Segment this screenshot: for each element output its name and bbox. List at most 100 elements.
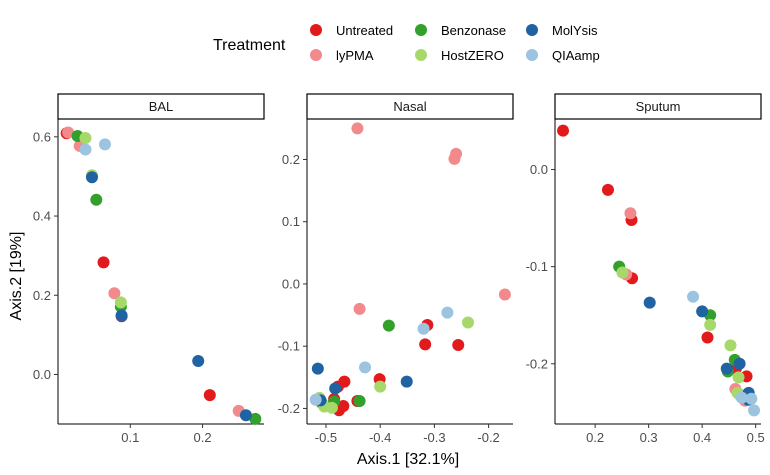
data-point [98,138,111,151]
strip-bal [57,93,265,120]
data-point [498,288,511,301]
data-point [452,338,465,351]
x-tick-label-nasal: -0.5 [315,430,337,445]
data-point [724,339,737,352]
y-tick-label-nasal: -0.2 [278,401,300,416]
x-tick-label-sputum: 0.5 [747,430,765,445]
legend-key-molysis [526,24,538,36]
legend-label-qiaamp: QIAamp [552,48,600,63]
data-point [359,361,372,374]
x-axis-title: Axis.1 [32.1%] [357,451,459,468]
series-sputum-untreated [557,124,753,383]
data-point [441,306,454,319]
y-tick-label-bal: 0.6 [33,129,51,144]
strip-label-bal: BAL [149,99,174,114]
data-point [704,318,717,331]
strip-sputum [554,93,762,120]
legend-title: Treatment [213,37,286,54]
data-point [108,287,121,300]
data-point [62,126,75,139]
facet-panels: BAL 0.0 0.2 0.4 0.6 0.1 0.2 Nasal -0.2 -0.1 0.0 0.1… [33,93,765,445]
x-tick-label-sputum: 0.4 [693,430,711,445]
strip-nasal [306,93,514,120]
series-bal-qiaamp [79,138,111,156]
data-point [203,389,216,402]
y-tick-label-sputum: 0.0 [530,162,548,177]
legend-key-lypma [310,49,322,61]
x-tick-label-nasal: -0.4 [369,430,391,445]
strip-label-nasal: Nasal [393,99,426,114]
data-point [616,266,629,279]
data-point [353,302,366,315]
data-point [311,362,324,375]
data-point [419,338,432,351]
data-point [720,362,733,375]
data-point [696,305,709,318]
data-point [351,122,364,135]
x-tick-label-nasal: -0.2 [477,430,499,445]
y-tick-label-nasal: 0.1 [282,214,300,229]
data-point [701,331,714,344]
data-point [239,409,252,422]
series-sputum-hostzero [616,266,745,399]
data-point [85,171,98,184]
series-nasal-qiaamp [309,306,454,406]
y-tick-label-bal: 0.4 [33,209,51,224]
legend-key-qiaamp [526,49,538,61]
data-point [400,375,413,388]
data-point [309,393,322,406]
strip-label-sputum: Sputum [636,99,681,114]
data-point [417,322,430,335]
x-tick-label-bal: 0.2 [194,430,212,445]
y-axis-title: Axis.2 [19%] [8,232,25,321]
x-tick-label-nasal: -0.3 [423,430,445,445]
facet-sputum: Sputum -0.2 -0.1 0.0 0.2 0.3 0.4 0.5 [526,93,765,445]
data-point [745,392,758,405]
x-tick-label-sputum: 0.3 [640,430,658,445]
data-point [601,183,614,196]
data-point [249,412,262,425]
data-point [90,193,103,206]
series-bal-molysis [85,171,252,422]
series-sputum-molysis [643,296,755,406]
series-sputum-lypma [620,207,751,407]
legend-label-molysis: MolYsis [552,23,598,38]
y-tick-label-sputum: -0.2 [526,356,548,371]
legend-key-hostzero [415,49,427,61]
data-point [79,143,92,156]
y-tick-label-nasal: -0.1 [278,339,300,354]
data-point [382,319,395,332]
series-bal-hostzero [79,132,127,309]
data-point [748,404,761,417]
legend-key-benzonase [415,24,427,36]
series-nasal-untreated [328,319,465,417]
x-tick-label-bal: 0.1 [121,430,139,445]
data-point [353,394,366,407]
x-tick-label-sputum: 0.2 [586,430,604,445]
data-point [114,296,127,309]
legend-label-lypma: lyPMA [336,48,374,63]
data-point [97,256,110,269]
y-tick-label-nasal: 0.0 [282,276,300,291]
data-point [374,380,387,393]
data-point [79,132,92,145]
facet-bal: BAL 0.0 0.2 0.4 0.6 0.1 0.2 [33,93,265,445]
data-point [643,296,656,309]
data-point [115,309,128,322]
data-point [329,382,342,395]
legend-label-benzonase: Benzonase [441,23,506,38]
data-point [733,357,746,370]
data-point [732,371,745,384]
y-tick-label-bal: 0.0 [33,367,51,382]
series-nasal-lypma [351,122,511,315]
legend: Treatment Untreated lyPMA Benzonase HostZER… [213,23,600,63]
facet-nasal: Nasal -0.2 -0.1 0.0 0.1 0.2 -0.5 -0.4 -0.3 -0.2 [278,93,514,445]
series-sputum-qiaamp [687,290,761,417]
legend-key-untreated [310,24,322,36]
legend-label-untreated: Untreated [336,23,393,38]
data-point [624,207,637,220]
data-point [687,290,700,303]
y-tick-label-bal: 0.2 [33,288,51,303]
legend-label-hostzero: HostZERO [441,48,504,63]
